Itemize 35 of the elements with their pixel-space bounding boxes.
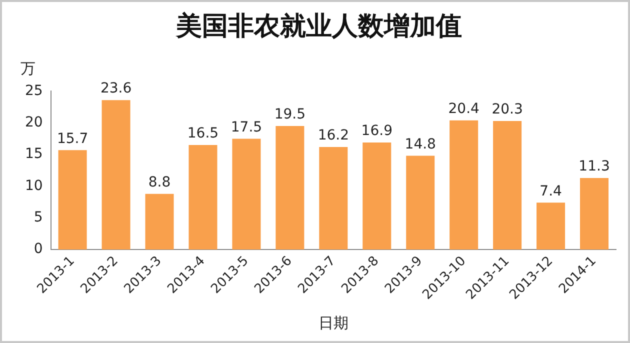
bar — [145, 194, 174, 250]
bar — [58, 150, 87, 250]
bar — [319, 146, 348, 250]
x-axis-title: 日期 — [318, 314, 348, 332]
bar — [188, 145, 218, 250]
data-label: 7.4 — [540, 183, 562, 200]
data-label: 17.5 — [230, 119, 262, 136]
data-label: 19.5 — [274, 106, 306, 123]
data-label: 20.3 — [492, 102, 523, 118]
y-tick-label: 0 — [34, 241, 43, 258]
y-axis-title: 万 — [20, 60, 36, 78]
data-label: 8.8 — [148, 174, 171, 190]
bar — [406, 156, 435, 250]
bar — [232, 138, 261, 250]
bar — [276, 126, 304, 250]
y-tick-label: 25 — [24, 82, 43, 99]
bar — [493, 120, 522, 250]
data-label: 11.3 — [578, 158, 610, 175]
y-tick-label: 20 — [24, 114, 43, 131]
bar — [450, 120, 478, 250]
data-label: 16.2 — [318, 128, 349, 144]
bar — [102, 100, 130, 250]
data-label: 16.9 — [361, 123, 392, 140]
y-tick-label: 10 — [24, 178, 43, 194]
data-label: 23.6 — [100, 80, 132, 97]
bar — [362, 142, 392, 250]
data-label: 14.8 — [404, 136, 436, 152]
y-tick-label: 5 — [34, 210, 43, 226]
data-label: 16.5 — [187, 126, 219, 142]
data-label: 15.7 — [56, 130, 88, 147]
chart-title: 美国非农就业人数增加值 — [175, 11, 462, 42]
data-label: 20.4 — [448, 100, 480, 117]
bar — [580, 178, 609, 250]
y-tick-label: 15 — [24, 146, 43, 162]
bar — [536, 202, 566, 250]
